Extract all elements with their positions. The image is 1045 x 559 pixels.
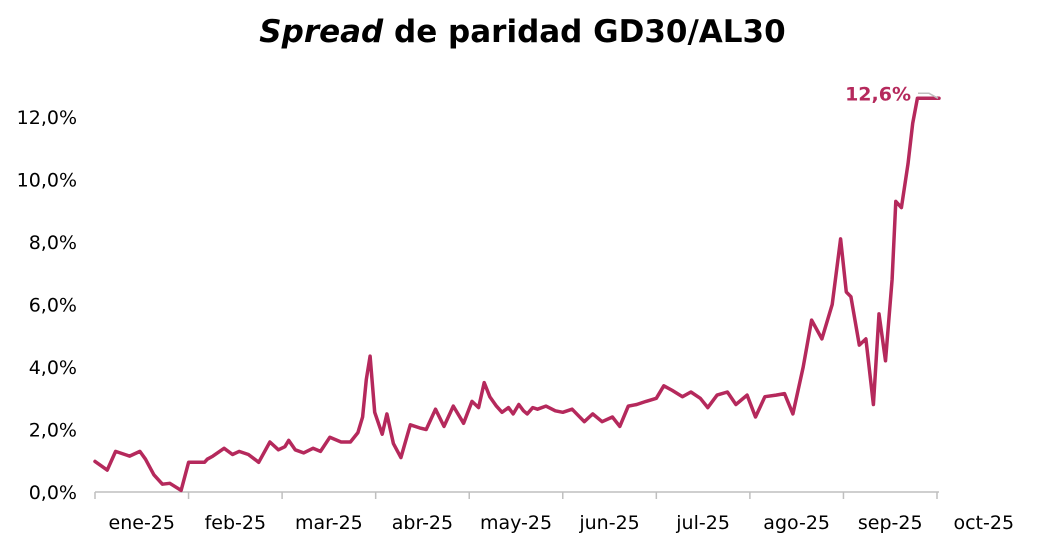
x-tick-label: ene-25 — [109, 512, 175, 534]
x-tick-label: ago-25 — [763, 512, 830, 534]
x-tick-label: feb-25 — [205, 512, 266, 534]
end-label-leader-line — [918, 92, 939, 99]
x-tick-label: jul-25 — [675, 512, 730, 534]
y-tick-label: 0,0% — [29, 482, 77, 504]
y-tick-label: 6,0% — [29, 295, 77, 317]
y-tick-label: 4,0% — [29, 357, 77, 379]
y-tick-label: 12,0% — [17, 107, 77, 129]
x-axis-ticks: ene-25 feb-25 mar-25 abr-25 may-25 jun-25 jul-… — [94, 492, 1014, 534]
chart-title-emphasis: Spread — [259, 14, 384, 50]
chart-title-rest: de paridad GD30/AL30 — [383, 14, 786, 50]
x-tick-label: mar-25 — [295, 512, 363, 534]
chart-title: Spread de paridad GD30/AL30 — [0, 14, 1045, 50]
x-tick-label: abr-25 — [392, 512, 453, 534]
x-tick-label: may-25 — [480, 512, 552, 534]
x-tick-label: jun-25 — [578, 512, 639, 534]
series-line-gd30-al30-spread — [93, 96, 941, 493]
x-tick-label: sep-25 — [858, 512, 923, 534]
y-tick-label: 8,0% — [29, 232, 77, 254]
x-tick-label: oct-25 — [953, 512, 1014, 534]
y-axis-ticks: 0,0% 2,0% 4,0% 6,0% 8,0% 10,0% 12,0% — [17, 107, 77, 504]
y-tick-label: 2,0% — [29, 420, 77, 442]
end-value-label: 12,6% — [845, 83, 911, 105]
y-tick-label: 10,0% — [17, 170, 77, 192]
